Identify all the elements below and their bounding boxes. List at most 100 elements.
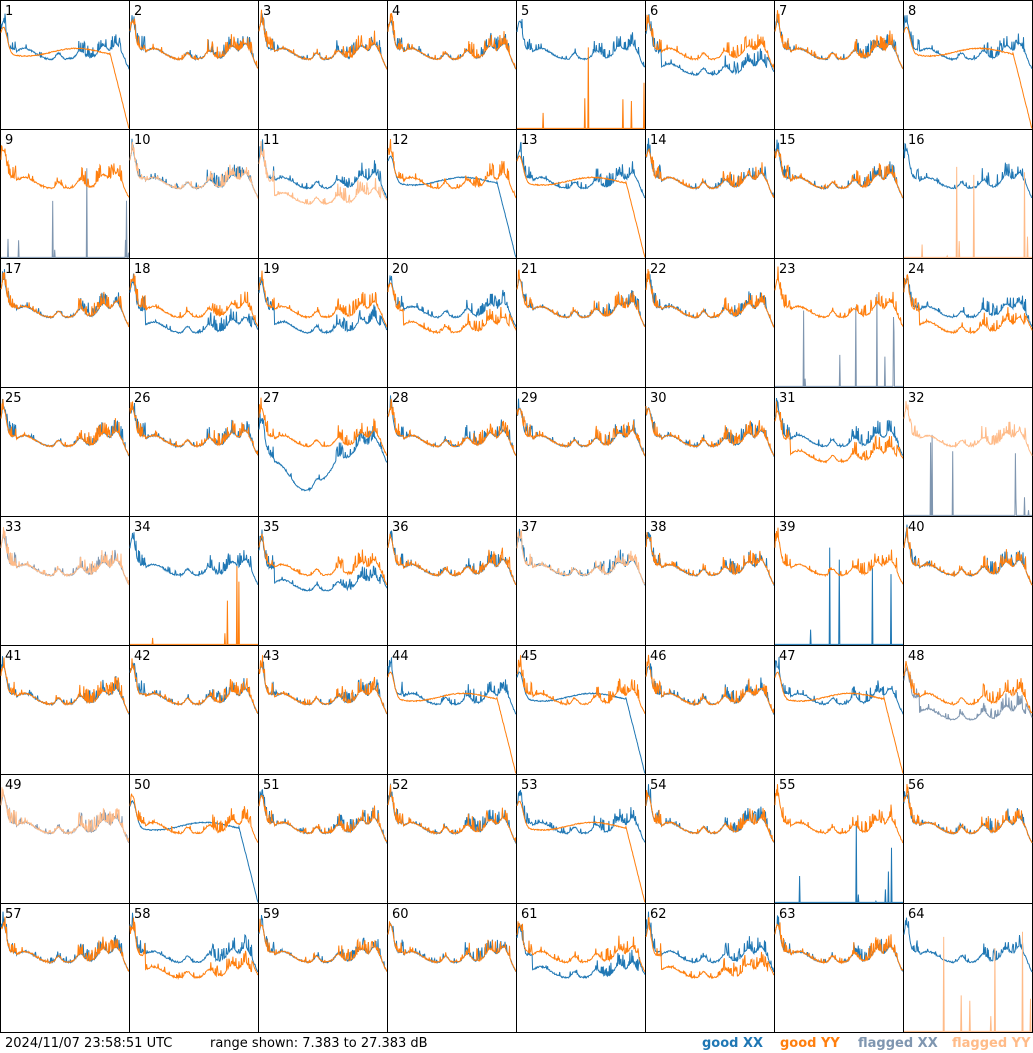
panel-frame	[258, 774, 388, 904]
panel-label: 45	[521, 649, 538, 664]
panel-label: 64	[908, 907, 925, 922]
footer-bar: 2024/11/07 23:58:51 UTC range shown: 7.3…	[0, 1034, 1033, 1053]
panel-43: 43	[258, 645, 388, 775]
panel-frame	[774, 258, 904, 388]
series-yy	[129, 18, 259, 69]
series-yy	[129, 141, 259, 199]
panel-9: 9	[0, 129, 130, 259]
panel-5: 5	[516, 0, 646, 130]
panel-label: 55	[779, 778, 796, 793]
series-xx	[516, 141, 646, 199]
panel-label: 28	[392, 391, 409, 406]
series-xx	[516, 789, 646, 843]
panel-1: 1	[0, 0, 130, 130]
panel-22: 22	[645, 258, 775, 388]
panel-45: 45	[516, 645, 646, 775]
panel-label: 14	[650, 133, 667, 148]
panel-label: 39	[779, 520, 796, 535]
panel-27: 27	[258, 387, 388, 517]
series-yy	[258, 141, 388, 206]
panel-label: 51	[263, 778, 280, 793]
panel-label: 58	[134, 907, 151, 922]
panel-label: 19	[263, 262, 280, 277]
panel-49: 49	[0, 774, 130, 904]
panel-frame	[903, 387, 1033, 517]
series-yy	[129, 273, 259, 327]
series-yy	[0, 145, 130, 198]
panel-label: 4	[392, 4, 400, 19]
panel-frame	[903, 516, 1033, 646]
series-yy	[0, 787, 130, 843]
series-yy	[903, 661, 1033, 714]
panel-frame	[129, 645, 259, 775]
series-xx	[903, 277, 1033, 328]
series-yy	[0, 916, 130, 972]
series-yy	[0, 527, 130, 586]
series-yy	[258, 655, 388, 714]
series-yy	[774, 784, 904, 844]
panel-34: 34	[129, 516, 259, 646]
panel-frame	[129, 0, 259, 130]
series-yy	[387, 13, 517, 70]
panel-label: 11	[263, 133, 280, 148]
series-yy	[774, 148, 904, 199]
series-xx	[258, 139, 388, 199]
series-xx	[129, 912, 259, 973]
series-yy	[774, 401, 904, 464]
series-xx	[774, 657, 904, 715]
series-xx	[1, 168, 130, 258]
panel-62: 62	[645, 903, 775, 1033]
panel-frame	[387, 0, 517, 130]
series-xx	[387, 155, 517, 258]
panel-56: 56	[903, 774, 1033, 904]
panel-label: 25	[5, 391, 22, 406]
panel-frame	[516, 0, 646, 130]
range-shown: range shown: 7.383 to 27.383 dB	[210, 1036, 428, 1051]
panel-frame	[387, 774, 517, 904]
panel-label: 61	[521, 907, 538, 922]
series-xx	[645, 14, 775, 77]
panel-57: 57	[0, 903, 130, 1033]
series-yy	[645, 147, 775, 199]
panel-20: 20	[387, 258, 517, 388]
panel-frame	[0, 645, 130, 775]
series-xx	[775, 294, 903, 387]
panel-47: 47	[774, 645, 904, 775]
panel-29: 29	[516, 387, 646, 517]
panel-frame	[387, 387, 517, 517]
legend-flagged-xx: flagged XX	[858, 1036, 938, 1051]
panel-label: 3	[263, 4, 271, 19]
panel-52: 52	[387, 774, 517, 904]
panel-38: 38	[645, 516, 775, 646]
panel-28: 28	[387, 387, 517, 517]
panel-label: 1	[5, 4, 13, 19]
panel-label: 43	[263, 649, 280, 664]
series-yy	[258, 9, 388, 70]
panel-label: 54	[650, 778, 667, 793]
panel-frame	[645, 645, 775, 775]
panel-11: 11	[258, 129, 388, 259]
series-yy	[774, 10, 904, 69]
panel-frame	[0, 516, 130, 646]
panel-frame	[0, 129, 130, 259]
panel-label: 53	[521, 778, 538, 793]
panel-44: 44	[387, 645, 517, 775]
panel-37: 37	[516, 516, 646, 646]
series-yy	[387, 784, 517, 844]
panel-frame	[645, 258, 775, 388]
series-yy	[258, 270, 388, 328]
series-xx	[516, 923, 646, 979]
panel-label: 26	[134, 391, 151, 406]
timestamp: 2024/11/07 23:58:51 UTC	[5, 1036, 173, 1051]
series-yy	[387, 921, 517, 972]
panel-frame	[903, 903, 1033, 1033]
panel-frame	[0, 258, 130, 388]
series-yy	[387, 138, 517, 199]
panel-label: 7	[779, 4, 787, 19]
series-yy	[387, 533, 517, 586]
panel-64: 64	[903, 903, 1033, 1033]
panel-label: 41	[5, 649, 22, 664]
panel-7: 7	[774, 0, 904, 130]
panel-label: 57	[5, 907, 22, 922]
